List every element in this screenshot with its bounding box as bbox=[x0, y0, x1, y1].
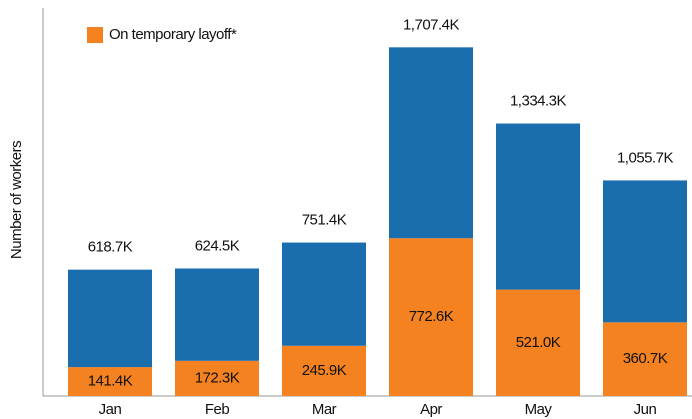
bar-segment bbox=[282, 242, 366, 346]
total-label: 1,334.3K bbox=[510, 92, 567, 109]
x-tick-label: Mar bbox=[312, 401, 337, 418]
value-label: 141.4K bbox=[88, 373, 133, 390]
bar-segment bbox=[175, 268, 259, 361]
total-label: 1,055.7K bbox=[617, 149, 674, 166]
x-tick-label: May bbox=[525, 401, 553, 418]
total-label: 618.7K bbox=[88, 239, 133, 256]
x-tick-label: Feb bbox=[205, 401, 230, 418]
bar-segment bbox=[68, 269, 152, 368]
bar-segment bbox=[496, 289, 580, 396]
x-tick-label: Jan bbox=[99, 401, 122, 418]
value-label: 521.0K bbox=[516, 334, 561, 351]
total-label: 1,707.4K bbox=[403, 16, 460, 33]
value-label: 245.9K bbox=[302, 362, 347, 379]
bar-segment bbox=[175, 360, 259, 396]
legend-swatch bbox=[87, 27, 103, 43]
legend-label: On temporary layoff* bbox=[109, 26, 237, 43]
bar-segment bbox=[68, 367, 152, 396]
total-label: 751.4K bbox=[302, 212, 347, 229]
bar-segment bbox=[389, 47, 473, 239]
value-label: 172.3K bbox=[195, 369, 240, 386]
bar-segment bbox=[282, 345, 366, 396]
y-axis-label: Number of workers bbox=[8, 141, 25, 259]
x-tick-label: Jun bbox=[634, 401, 657, 418]
value-label: 772.6K bbox=[409, 308, 454, 325]
bar-segment bbox=[496, 123, 580, 290]
total-label: 624.5K bbox=[195, 237, 240, 254]
bar-segment bbox=[603, 180, 687, 323]
bar-segment bbox=[389, 238, 473, 396]
x-tick-label: Apr bbox=[420, 401, 442, 418]
bar-segment bbox=[603, 322, 687, 396]
value-label: 360.7K bbox=[623, 350, 668, 367]
